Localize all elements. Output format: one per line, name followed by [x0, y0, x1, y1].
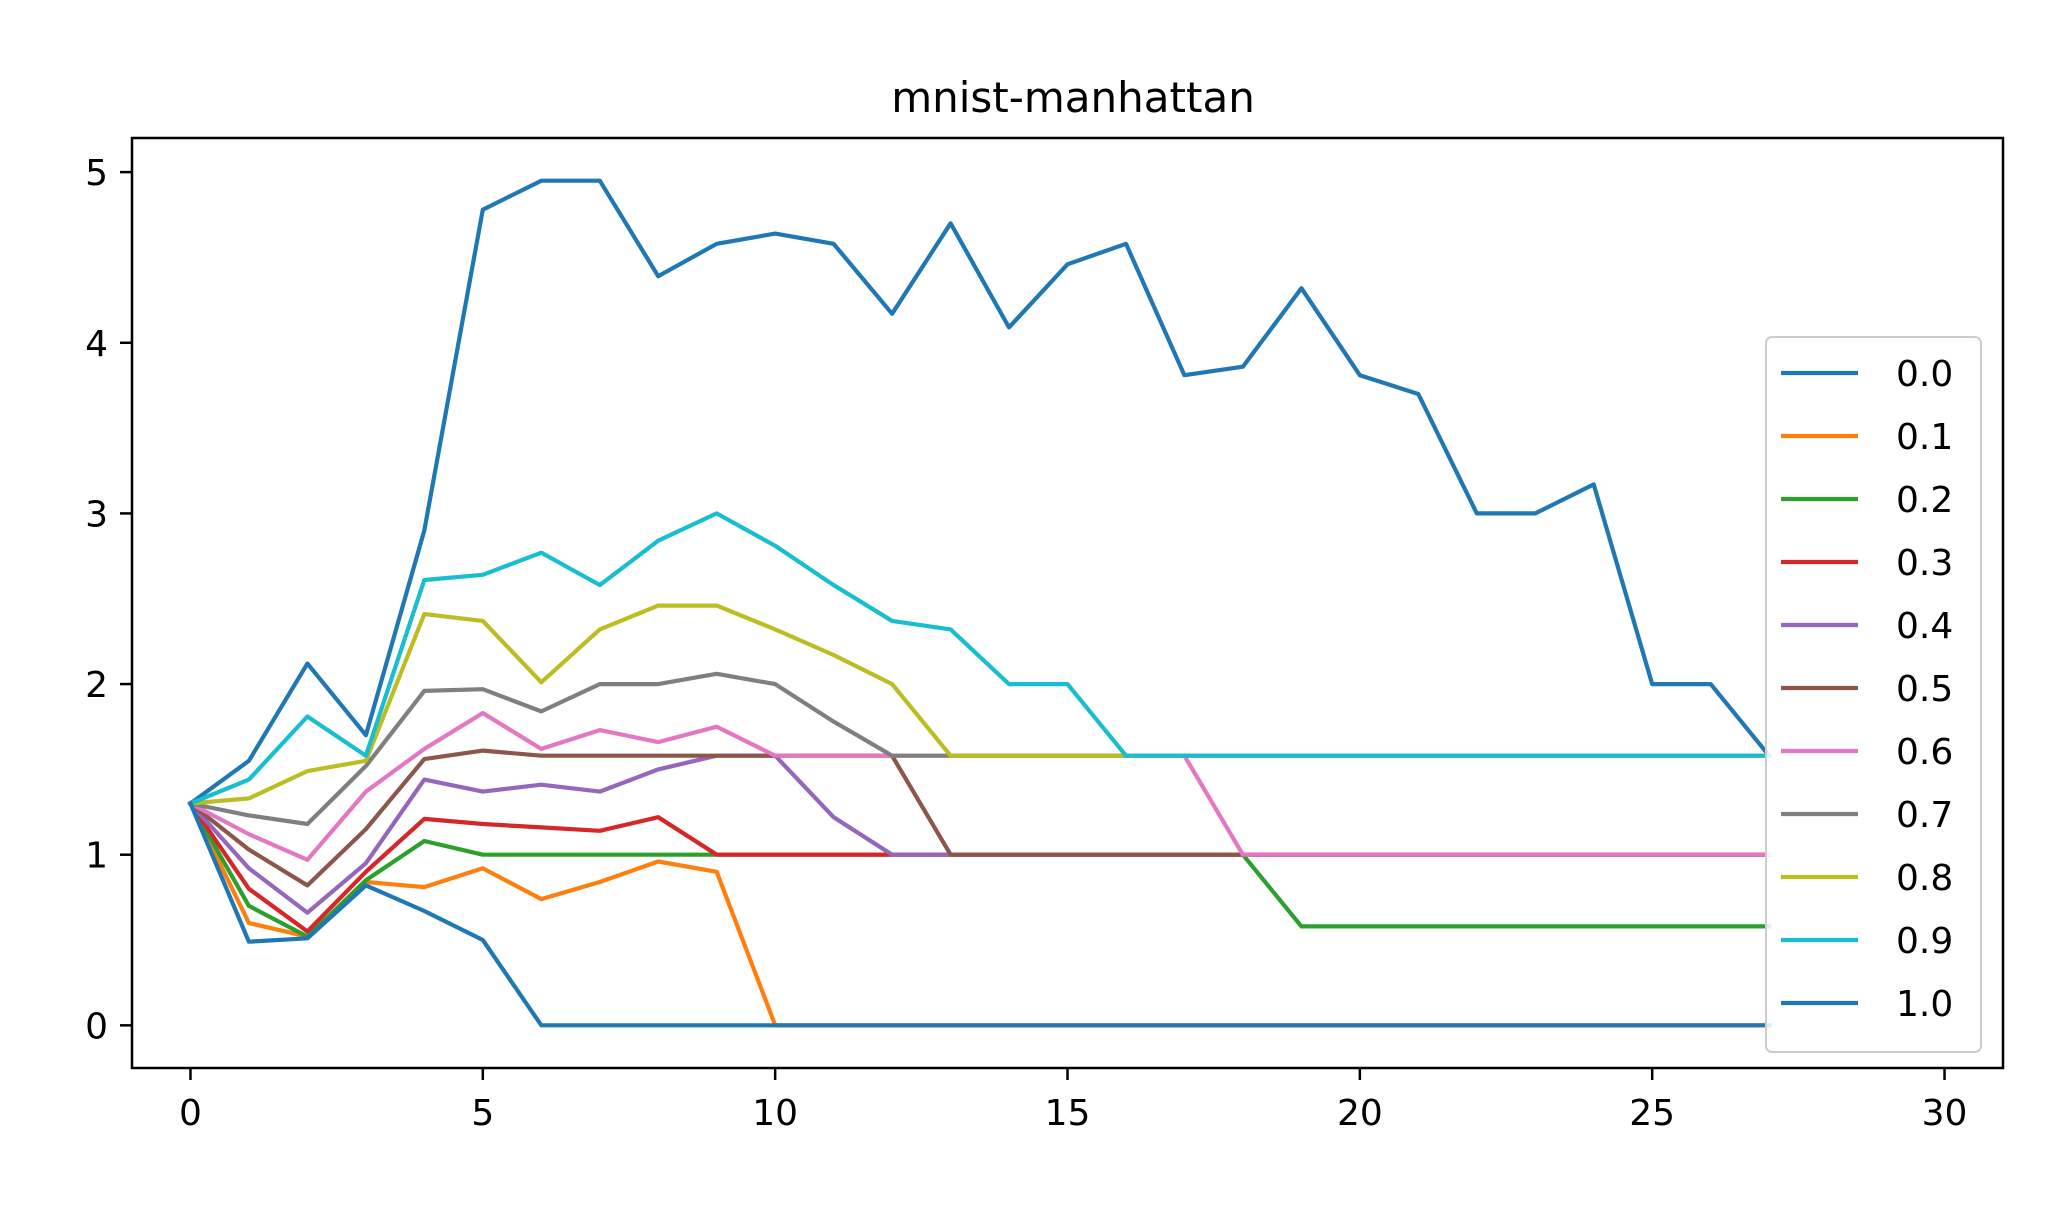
y-tick-label: 2 [85, 665, 108, 706]
x-tick-label: 30 [1922, 1093, 1968, 1134]
x-tick-label: 10 [752, 1093, 798, 1134]
legend-label-0.1: 0.1 [1896, 417, 1953, 458]
y-tick-label: 5 [85, 153, 108, 194]
x-tick-label: 5 [471, 1093, 494, 1134]
x-tick-label: 25 [1629, 1093, 1675, 1134]
legend-label-0.6: 0.6 [1896, 732, 1953, 773]
x-tick-label: 20 [1337, 1093, 1383, 1134]
legend-label-0.0: 0.0 [1896, 354, 1953, 395]
y-tick-label: 1 [85, 836, 108, 877]
axis-layer: 0 5 10 15 20 25 30 0 1 2 3 4 5 [85, 153, 1967, 1134]
series-line-0.9 [187, 511, 1772, 807]
legend-label-0.4: 0.4 [1896, 606, 1953, 647]
legend-label-0.3: 0.3 [1896, 543, 1953, 584]
legend-label-0.7: 0.7 [1896, 795, 1953, 836]
x-tick-label: 15 [1045, 1093, 1091, 1134]
legend: 0.0 0.1 0.2 0.3 0.4 0.5 0.6 0.7 0.8 0.9 1.0 [1765, 336, 1982, 1053]
legend-label-1.0: 1.0 [1896, 984, 1953, 1025]
legend-label-0.2: 0.2 [1896, 480, 1953, 521]
legend-label-0.5: 0.5 [1896, 669, 1953, 710]
legend-label-0.9: 0.9 [1896, 921, 1953, 962]
y-tick-label: 4 [85, 324, 108, 365]
legend-box [1765, 336, 1982, 1053]
legend-label-0.8: 0.8 [1896, 858, 1953, 899]
series-line-0.0 [187, 178, 1773, 807]
y-tick-label: 3 [85, 494, 108, 535]
chart-title: mnist-manhattan [891, 73, 1255, 122]
series-line-1.0 [187, 800, 1772, 1028]
y-tick-label: 0 [85, 1006, 108, 1047]
series-layer [187, 178, 1773, 1028]
x-tick-label: 0 [179, 1093, 202, 1134]
